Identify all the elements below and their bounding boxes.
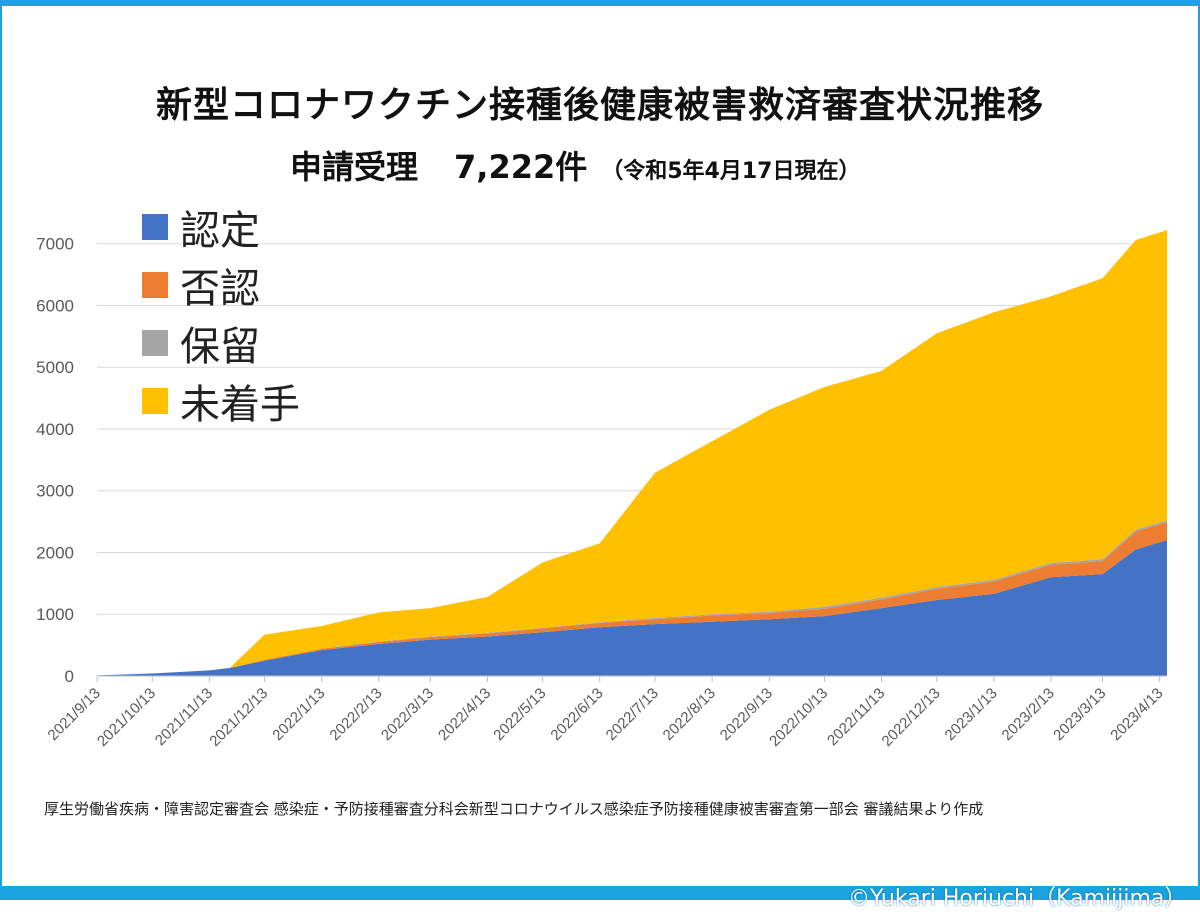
legend-item-hinin: 否認 xyxy=(142,256,300,314)
x-tick-label-2022/2/13: 2022/2/13 xyxy=(326,685,385,744)
chart-subtitle: 申請受理 7,222件 （令和5年4月17日現在） xyxy=(290,142,860,188)
copyright-credit: ©Yukari Horiuchi（Kamiijima） xyxy=(848,886,1187,911)
y-tick-label-5000: 5000 xyxy=(36,358,74,377)
x-tick-label-2022/10/13: 2022/10/13 xyxy=(766,685,831,750)
x-tick-label-2022/9/13: 2022/9/13 xyxy=(717,685,776,744)
x-tick-label-2022/7/13: 2022/7/13 xyxy=(603,685,662,744)
chart-title: 新型コロナワクチン接種後健康被害救済審査状況推移 xyxy=(155,85,1044,126)
x-tick-label-2023/2/13: 2023/2/13 xyxy=(999,685,1058,744)
right-frame-line xyxy=(1198,0,1200,900)
y-tick-label-1000: 1000 xyxy=(36,605,74,624)
y-tick-label-4000: 4000 xyxy=(36,420,74,439)
subtitle-note: （令和5年4月17日現在） xyxy=(601,159,861,184)
legend-item-horyu: 保留 xyxy=(142,314,300,372)
area-michakushu xyxy=(97,230,1167,676)
x-tick-label-2023/1/13: 2023/1/13 xyxy=(942,685,1001,744)
x-tick-label-2022/5/13: 2022/5/13 xyxy=(490,685,549,744)
left-frame-line xyxy=(0,0,2,900)
y-tick-label-7000: 7000 xyxy=(36,235,74,254)
legend-swatch-hinin xyxy=(142,272,168,298)
area-series xyxy=(97,230,1167,676)
legend-item-nintei: 認定 xyxy=(142,198,300,256)
y-tick-label-2000: 2000 xyxy=(36,543,74,562)
x-tick-label-2022/1/13: 2022/1/13 xyxy=(269,685,328,744)
chart-legend: 認定 否認 保留 未着手 xyxy=(142,198,300,430)
x-tick-label-2023/4/13: 2023/4/13 xyxy=(1107,685,1166,744)
subtitle-label: 申請受理 xyxy=(290,148,419,186)
x-tick-label-2022/4/13: 2022/4/13 xyxy=(435,685,494,744)
legend-label-horyu: 保留 xyxy=(180,324,260,370)
y-tick-label-0: 0 xyxy=(65,667,74,686)
legend-item-michakushu: 未着手 xyxy=(142,372,300,430)
top-frame-bar xyxy=(0,0,1200,6)
legend-label-nintei: 認定 xyxy=(180,208,260,254)
subtitle-count: 7,222件 xyxy=(454,148,588,186)
x-tick-label-2023/3/13: 2023/3/13 xyxy=(1050,685,1109,744)
x-tick-label-2022/12/13: 2022/12/13 xyxy=(879,685,944,750)
x-tick-label-2022/3/13: 2022/3/13 xyxy=(378,685,437,744)
area-nintei xyxy=(97,540,1167,676)
legend-swatch-nintei xyxy=(142,214,168,240)
x-tick-label-2022/6/13: 2022/6/13 xyxy=(547,685,606,744)
legend-label-michakushu: 未着手 xyxy=(180,382,300,428)
legend-swatch-horyu xyxy=(142,330,168,356)
x-tick-label-2021/12/13: 2021/12/13 xyxy=(206,685,271,750)
y-tick-label-6000: 6000 xyxy=(36,296,74,315)
x-tick-label-2022/8/13: 2022/8/13 xyxy=(660,685,719,744)
bottom-frame-bar xyxy=(0,886,1200,900)
legend-swatch-michakushu xyxy=(142,388,168,414)
x-tick-label-2021/10/13: 2021/10/13 xyxy=(94,685,159,750)
x-tick-label-2021/9/13: 2021/9/13 xyxy=(45,685,104,744)
source-note: 厚生労働省疾病・障害認定審査会 感染症・予防接種審査分科会新型コロナウイルス感染… xyxy=(44,800,984,818)
y-tick-label-3000: 3000 xyxy=(36,482,74,501)
legend-label-hinin: 否認 xyxy=(180,266,260,312)
